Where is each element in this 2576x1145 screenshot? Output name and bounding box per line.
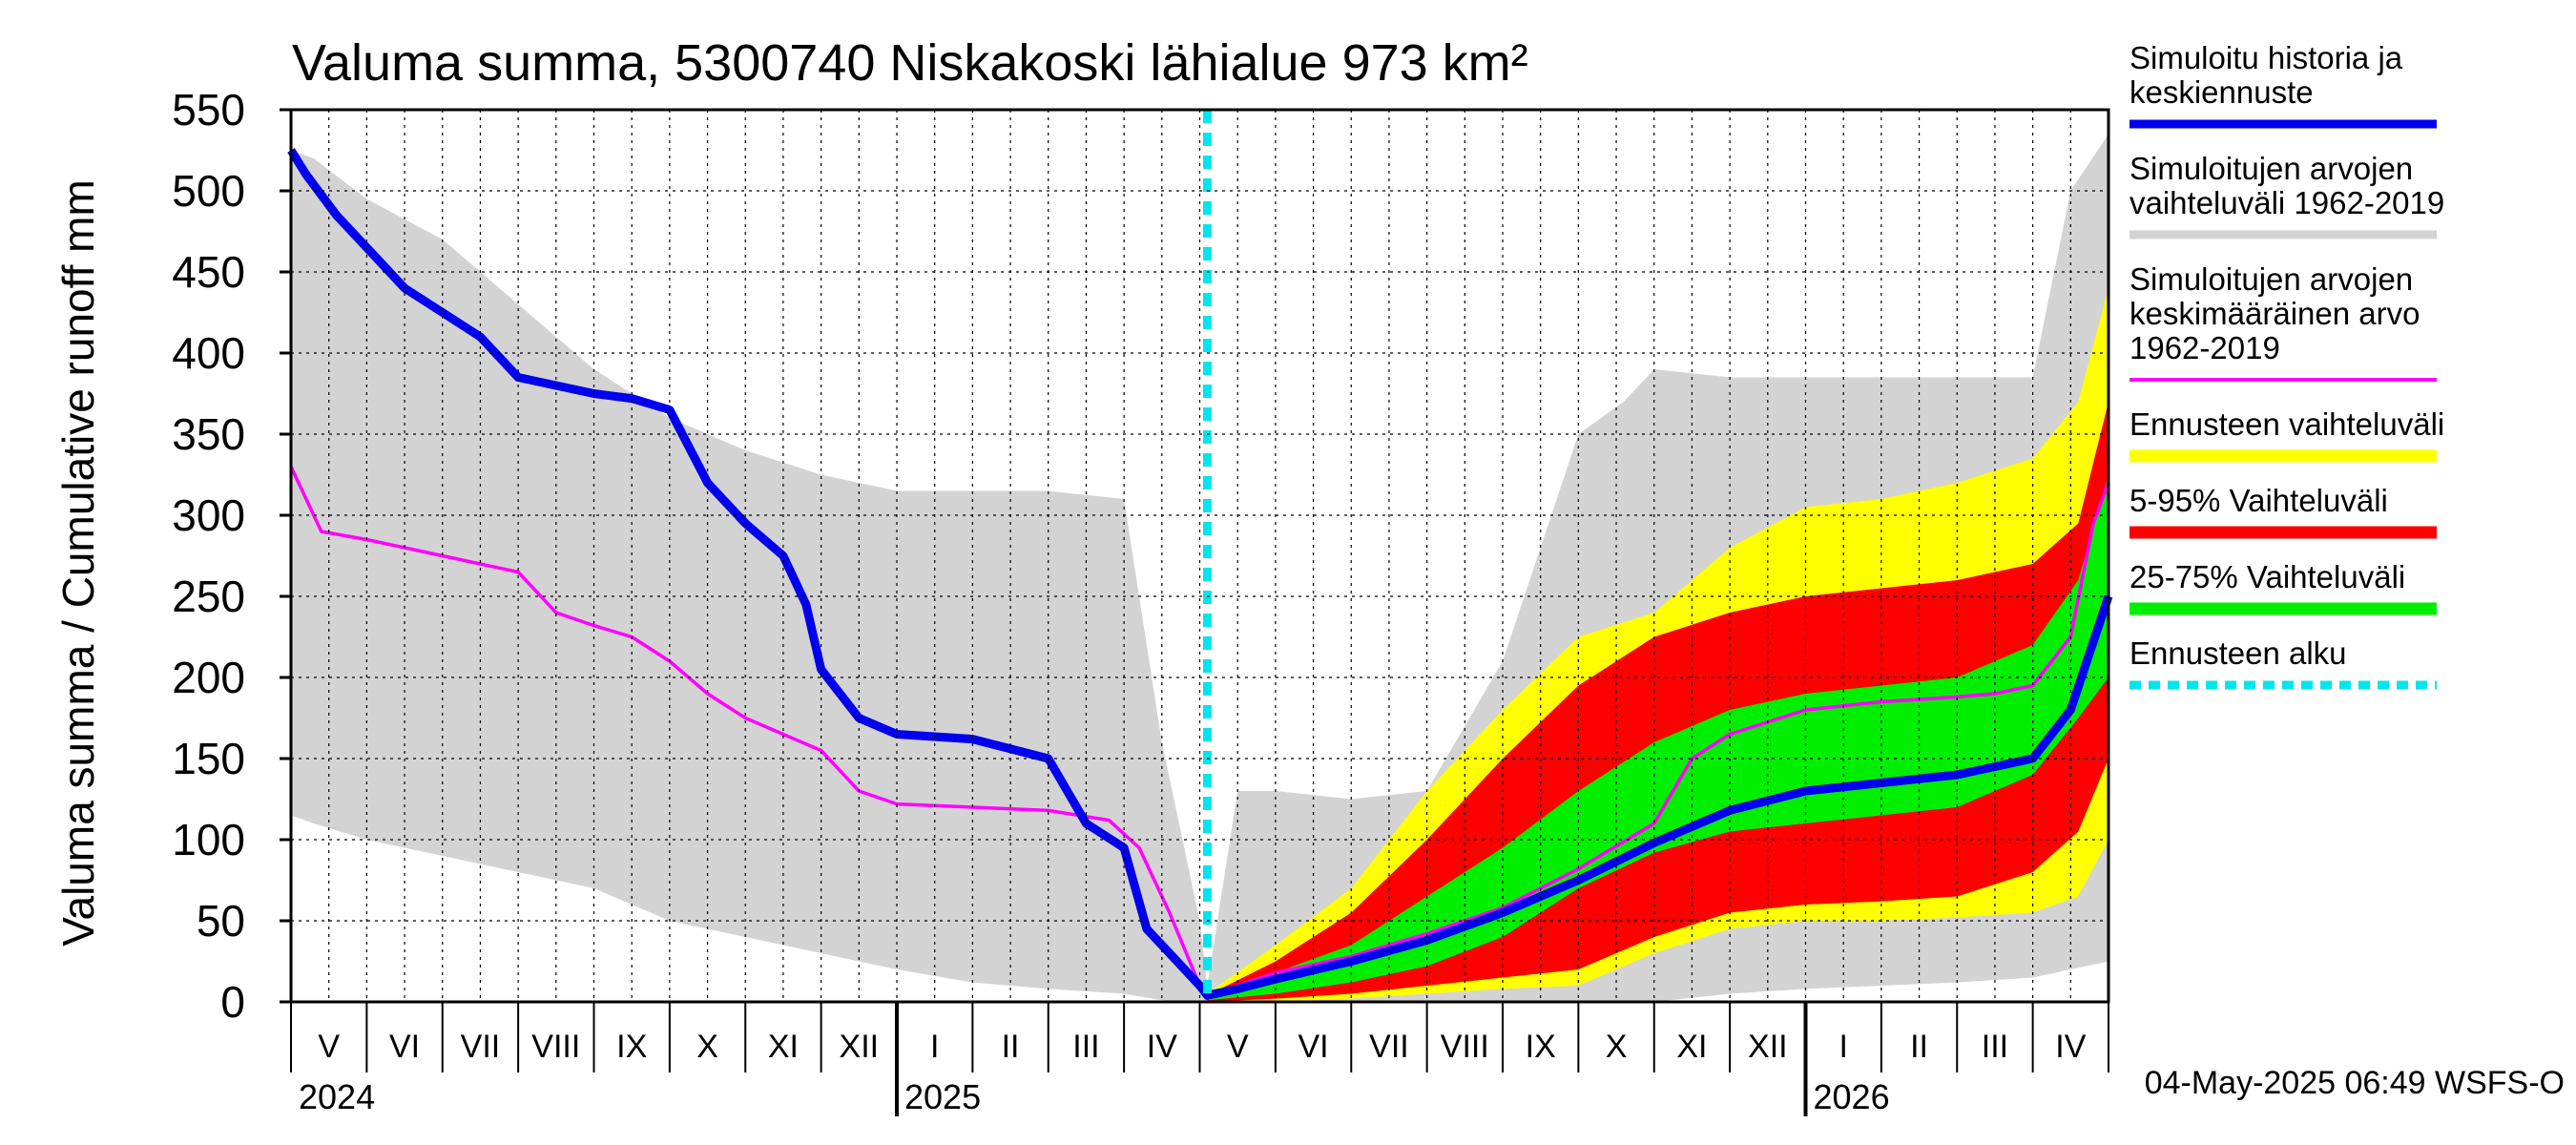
month-label: III: [1982, 1029, 2008, 1065]
month-label: XI: [768, 1029, 799, 1065]
band-2: [1207, 402, 2109, 1002]
month-label: V: [1227, 1029, 1249, 1065]
month-label: IV: [2055, 1029, 2086, 1065]
month-label: X: [696, 1029, 718, 1065]
month-label: XI: [1676, 1029, 1707, 1065]
month-label: I: [1839, 1029, 1847, 1065]
month-label: IX: [1526, 1029, 1556, 1065]
y-tick-label: 350: [172, 409, 245, 459]
y-tick-label: 0: [220, 977, 245, 1027]
plot-area: [287, 110, 2113, 1002]
legend-label: keskiennuste: [2129, 74, 2314, 110]
month-label: XII: [1748, 1029, 1788, 1065]
month-label: II: [1910, 1029, 1928, 1065]
month-label: X: [1606, 1029, 1628, 1065]
legend-label: 25-75% Vaihteluväli: [2129, 559, 2405, 594]
month-label: V: [318, 1029, 340, 1065]
year-label: 2025: [904, 1077, 981, 1116]
month-label: VI: [1298, 1029, 1329, 1065]
month-label: VII: [1369, 1029, 1409, 1065]
year-label: 2024: [299, 1077, 375, 1116]
legend-label: keskimääräinen arvo: [2129, 296, 2420, 331]
legend-label: Ennusteen alku: [2129, 635, 2347, 671]
month-label: VIII: [531, 1029, 580, 1065]
series-line-0: [289, 466, 2110, 1001]
month-label: VI: [389, 1029, 420, 1065]
y-tick-label: 50: [197, 896, 245, 946]
month-label: VIII: [1441, 1029, 1489, 1065]
y-tick-label: 300: [172, 490, 245, 540]
legend-label: Ennusteen vaihteluväli: [2129, 406, 2444, 442]
year-label: 2026: [1814, 1077, 1890, 1116]
legend-label: Simuloitujen arvojen: [2129, 151, 2413, 186]
y-tick-label: 250: [172, 572, 245, 621]
month-label: IX: [616, 1029, 647, 1065]
legend-label: Simuloitujen arvojen: [2129, 261, 2413, 297]
band-3: [1207, 474, 2109, 1001]
month-label: IV: [1147, 1029, 1177, 1065]
legend-label: 1962-2019: [2129, 330, 2280, 365]
legend-label: 5-95% Vaihteluväli: [2129, 483, 2388, 518]
month-label: III: [1072, 1029, 1099, 1065]
chart-title: Valuma summa, 5300740 Niskakoski lähialu…: [292, 34, 1528, 92]
y-tick-label: 500: [172, 166, 245, 216]
month-label: XII: [840, 1029, 880, 1065]
month-label: VII: [461, 1029, 501, 1065]
y-tick-label: 200: [172, 653, 245, 702]
month-label: I: [930, 1029, 939, 1065]
legend-label: Simuloitu historia ja: [2129, 40, 2403, 75]
y-tick-label: 400: [172, 328, 245, 378]
y-tick-label: 150: [172, 734, 245, 783]
y-tick-label: 550: [172, 85, 245, 135]
y-tick-label: 450: [172, 247, 245, 297]
y-axis-label: Valuma summa / Cumulative runoff mm: [53, 179, 103, 947]
month-label: II: [1002, 1029, 1020, 1065]
timestamp: 04-May-2025 06:49 WSFS-O: [2145, 1065, 2565, 1101]
y-tick-label: 100: [172, 815, 245, 864]
legend-label: vaihteluväli 1962-2019: [2129, 185, 2444, 220]
